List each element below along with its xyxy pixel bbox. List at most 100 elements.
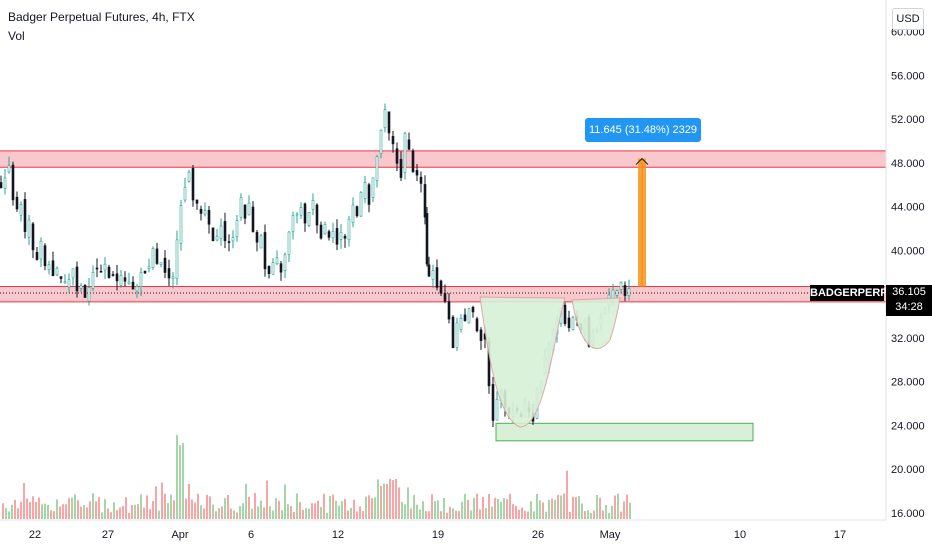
volume-bar — [320, 506, 322, 519]
volume-bar — [362, 510, 364, 519]
volume-bar — [272, 510, 274, 519]
volume-bar — [32, 496, 34, 519]
volume-bar — [476, 493, 478, 519]
candle-body — [107, 266, 111, 278]
price-axis[interactable]: 60.00056.00052.00048.00044.00040.00036.0… — [885, 0, 932, 550]
price-tick-label: 40.000 — [891, 245, 925, 257]
candle-body — [339, 231, 343, 240]
volume-bar — [134, 504, 136, 519]
volume-bar — [20, 501, 22, 519]
price-tick-label: 56.000 — [891, 70, 925, 82]
volume-bar — [494, 497, 496, 519]
currency-button[interactable]: USD — [892, 8, 924, 30]
volume-bar — [200, 505, 202, 519]
price-tick-label: 48.000 — [891, 158, 925, 170]
candle-body — [75, 266, 79, 292]
candle-body — [391, 136, 395, 145]
candle-body — [239, 197, 243, 218]
candle-body — [291, 215, 295, 232]
volume-bar — [269, 506, 271, 519]
volume-bar — [413, 494, 415, 519]
candle-body — [35, 251, 39, 260]
volume-bar — [479, 509, 481, 519]
cup-shape — [479, 296, 566, 428]
volume-bar — [497, 498, 499, 519]
volume-bar — [11, 504, 13, 519]
candle-body — [451, 316, 455, 349]
volume-bar — [122, 505, 124, 519]
candle-body — [495, 399, 499, 421]
candle-body — [327, 231, 331, 238]
volume-bar — [257, 506, 259, 519]
volume-bar — [41, 504, 43, 519]
candle-body — [91, 272, 95, 289]
volume-bar — [422, 501, 424, 519]
volume-bar — [137, 503, 139, 519]
volume-bar — [563, 493, 565, 519]
volume-bar — [230, 508, 232, 519]
time-tick-label: 6 — [248, 529, 254, 541]
volume-bar — [524, 510, 526, 519]
volume-bar — [290, 506, 292, 519]
volume-bar — [287, 504, 289, 519]
price-tick-label: 32.000 — [891, 333, 925, 345]
volume-bar — [311, 503, 313, 519]
candle-body — [627, 288, 631, 296]
price-tick-label: 44.000 — [891, 202, 925, 214]
volume-bar — [218, 507, 220, 519]
candle-body — [167, 268, 171, 279]
volume-bar — [113, 502, 115, 519]
volume-bar — [491, 506, 493, 519]
candle-body — [127, 281, 131, 285]
volume-bar — [620, 511, 622, 519]
volume-bar — [548, 499, 550, 519]
volume-bar — [359, 506, 361, 519]
volume-bar — [533, 511, 535, 519]
candle-body — [191, 168, 195, 201]
candle-body — [331, 231, 335, 239]
chart-background — [0, 0, 886, 520]
volume-bar — [8, 511, 10, 519]
volume-bar — [434, 500, 436, 519]
volume-bar — [335, 500, 337, 519]
volume-bar — [470, 510, 472, 519]
volume-bar — [251, 508, 253, 519]
candle-body — [111, 274, 115, 276]
candle-body — [19, 204, 23, 216]
volume-bar — [50, 510, 52, 519]
candle-body — [15, 196, 19, 210]
volume-bar — [128, 512, 130, 519]
candle-body — [195, 199, 199, 204]
volume-bar — [86, 507, 88, 519]
volume-bar — [77, 500, 79, 519]
volume-bar — [170, 494, 172, 519]
volume-bar — [617, 493, 619, 519]
volume-bar — [461, 501, 463, 519]
candle-body — [199, 208, 203, 214]
price-axis-bg — [886, 0, 932, 550]
volume-bar — [365, 496, 367, 519]
candle-body — [27, 219, 31, 238]
candle-body — [283, 254, 287, 271]
volume-bar — [392, 480, 394, 519]
volume-bar — [449, 506, 451, 519]
candle-body — [295, 213, 299, 216]
volume-bar — [125, 497, 127, 519]
volume-bar — [587, 510, 589, 519]
candle-body — [411, 150, 415, 173]
candle-body — [439, 280, 443, 294]
volume-bar — [65, 504, 67, 519]
price-tick-label: 28.000 — [891, 377, 925, 389]
candle-body — [355, 206, 359, 217]
candle-body — [347, 218, 351, 241]
volume-bar — [401, 502, 403, 519]
volume-bar — [611, 505, 613, 519]
time-axis[interactable]: 22 27 Apr 6 12 19 26 May 10 17 — [0, 519, 886, 541]
volume-bar — [140, 494, 142, 519]
volume-bar — [296, 493, 298, 519]
volume-bar — [419, 509, 421, 519]
candle-body — [351, 204, 355, 223]
volume-bar — [560, 495, 562, 519]
volume-bar — [314, 503, 316, 519]
